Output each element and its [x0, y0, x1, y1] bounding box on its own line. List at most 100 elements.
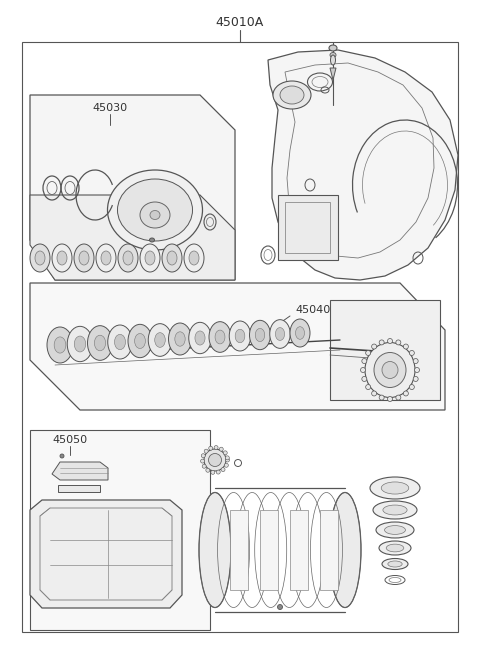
- Polygon shape: [278, 195, 338, 260]
- Ellipse shape: [370, 477, 420, 499]
- Ellipse shape: [87, 326, 112, 360]
- Ellipse shape: [223, 451, 227, 455]
- Ellipse shape: [396, 340, 401, 345]
- Ellipse shape: [250, 320, 271, 350]
- Polygon shape: [290, 510, 308, 590]
- Ellipse shape: [67, 326, 93, 362]
- Ellipse shape: [403, 391, 408, 396]
- Ellipse shape: [128, 324, 152, 358]
- Text: 45040: 45040: [295, 305, 330, 315]
- Polygon shape: [52, 462, 108, 480]
- Ellipse shape: [235, 329, 245, 343]
- Ellipse shape: [199, 493, 231, 607]
- Ellipse shape: [381, 482, 409, 494]
- Polygon shape: [58, 485, 100, 492]
- Ellipse shape: [409, 350, 414, 356]
- Text: 45050: 45050: [52, 435, 87, 445]
- Ellipse shape: [150, 210, 160, 219]
- Ellipse shape: [396, 395, 401, 400]
- Ellipse shape: [149, 238, 155, 242]
- Ellipse shape: [108, 170, 203, 250]
- Ellipse shape: [123, 251, 133, 265]
- Ellipse shape: [382, 362, 398, 379]
- Ellipse shape: [96, 244, 116, 272]
- Ellipse shape: [387, 396, 393, 402]
- Ellipse shape: [108, 325, 132, 359]
- Ellipse shape: [209, 446, 213, 450]
- Ellipse shape: [211, 470, 215, 474]
- Ellipse shape: [148, 324, 172, 356]
- Ellipse shape: [175, 332, 185, 346]
- Polygon shape: [260, 510, 278, 590]
- Ellipse shape: [379, 340, 384, 345]
- Ellipse shape: [95, 335, 106, 351]
- Text: 45030: 45030: [93, 103, 128, 113]
- Ellipse shape: [365, 343, 415, 398]
- Polygon shape: [230, 510, 248, 590]
- Ellipse shape: [115, 334, 125, 350]
- Ellipse shape: [330, 52, 336, 58]
- Ellipse shape: [379, 541, 411, 555]
- Polygon shape: [30, 195, 235, 280]
- Ellipse shape: [415, 367, 420, 373]
- Text: 45010A: 45010A: [216, 16, 264, 29]
- Ellipse shape: [388, 561, 402, 567]
- Ellipse shape: [215, 330, 225, 344]
- Ellipse shape: [409, 384, 414, 390]
- Ellipse shape: [362, 377, 367, 381]
- Polygon shape: [320, 510, 338, 590]
- Polygon shape: [330, 68, 336, 80]
- Ellipse shape: [74, 244, 94, 272]
- Ellipse shape: [383, 505, 407, 515]
- Ellipse shape: [329, 45, 337, 51]
- Ellipse shape: [413, 358, 418, 364]
- Ellipse shape: [226, 458, 229, 462]
- Ellipse shape: [216, 470, 220, 474]
- Polygon shape: [268, 50, 458, 280]
- Ellipse shape: [387, 339, 393, 343]
- Ellipse shape: [372, 391, 377, 396]
- Ellipse shape: [52, 244, 72, 272]
- Ellipse shape: [379, 395, 384, 400]
- Ellipse shape: [270, 320, 290, 348]
- Ellipse shape: [362, 358, 367, 364]
- Ellipse shape: [118, 179, 192, 241]
- Ellipse shape: [167, 251, 177, 265]
- Polygon shape: [330, 300, 440, 400]
- Ellipse shape: [30, 244, 50, 272]
- Ellipse shape: [189, 251, 199, 265]
- Ellipse shape: [118, 244, 138, 272]
- Ellipse shape: [206, 468, 210, 472]
- Ellipse shape: [209, 322, 231, 352]
- Ellipse shape: [168, 323, 192, 355]
- Ellipse shape: [204, 449, 226, 471]
- Ellipse shape: [145, 251, 155, 265]
- Ellipse shape: [201, 454, 205, 458]
- Ellipse shape: [373, 501, 417, 519]
- Ellipse shape: [225, 456, 229, 460]
- Ellipse shape: [255, 328, 265, 342]
- Polygon shape: [30, 500, 182, 608]
- Polygon shape: [30, 95, 235, 280]
- Ellipse shape: [221, 468, 225, 472]
- Ellipse shape: [280, 86, 304, 104]
- Ellipse shape: [162, 244, 182, 272]
- Ellipse shape: [189, 322, 211, 354]
- Ellipse shape: [366, 384, 371, 390]
- Ellipse shape: [224, 463, 228, 467]
- Ellipse shape: [372, 344, 377, 349]
- Ellipse shape: [202, 464, 206, 468]
- Ellipse shape: [35, 251, 45, 265]
- Ellipse shape: [229, 321, 251, 351]
- Bar: [30, 430, 210, 630]
- Ellipse shape: [47, 327, 73, 363]
- Ellipse shape: [403, 344, 408, 349]
- Ellipse shape: [184, 244, 204, 272]
- Ellipse shape: [273, 81, 311, 109]
- Ellipse shape: [366, 350, 371, 356]
- Ellipse shape: [155, 333, 165, 347]
- Ellipse shape: [201, 459, 204, 463]
- Ellipse shape: [277, 605, 283, 610]
- Ellipse shape: [384, 525, 406, 534]
- Ellipse shape: [376, 522, 414, 538]
